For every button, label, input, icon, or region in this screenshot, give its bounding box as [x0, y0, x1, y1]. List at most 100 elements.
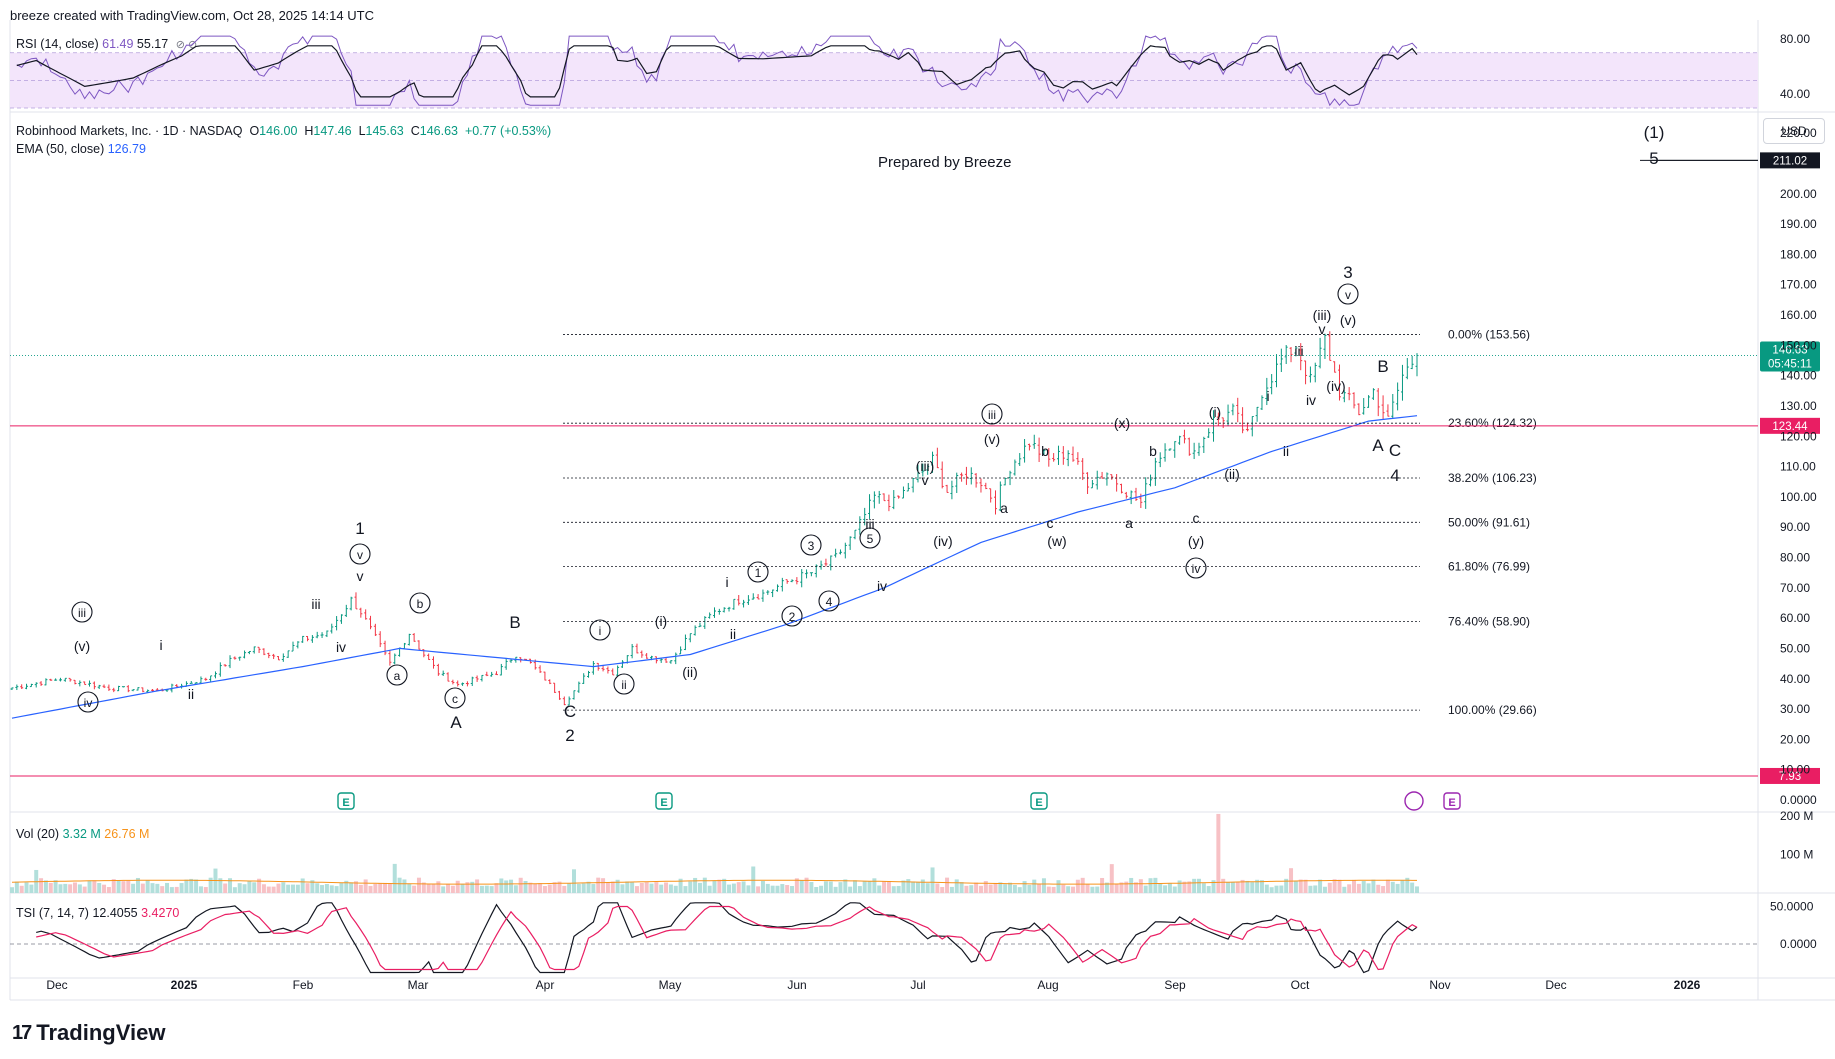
wave-label: C	[1389, 441, 1401, 460]
wave-label-circle-icon	[77, 691, 99, 713]
volume-ma-line	[11, 879, 1417, 885]
rsi-ma-value: 55.17	[136, 37, 169, 51]
volume-bar	[383, 882, 388, 893]
volume-bar	[1250, 882, 1255, 893]
wave-label: i	[1266, 388, 1269, 404]
tsi-tick-label: 50.0000	[1770, 900, 1814, 914]
volume-bar	[131, 883, 136, 893]
volume-bar	[751, 866, 756, 893]
volume-bar	[106, 887, 111, 893]
volume-bar	[1206, 886, 1211, 893]
ema-value: 126.79	[107, 142, 146, 156]
volume-bar	[1017, 887, 1022, 893]
time-tick-label: Apr	[536, 978, 555, 992]
wave-label: (w)	[1047, 533, 1066, 549]
volume-bar	[19, 885, 24, 893]
volume-bar	[1129, 877, 1134, 893]
volume-bar	[1259, 880, 1264, 893]
volume-bar	[659, 884, 664, 893]
ema-label: EMA (50, close)	[16, 142, 105, 156]
volume-bar	[387, 883, 392, 893]
wave-label: a	[1000, 500, 1008, 516]
volume-bar	[160, 886, 165, 893]
volume-bar	[1337, 879, 1342, 893]
volume-bar	[208, 877, 213, 893]
volume-bar	[993, 882, 998, 893]
price-tick-label: 40.00	[1780, 672, 1810, 686]
volume-bar	[954, 879, 959, 893]
volume-bar	[649, 883, 654, 893]
volume-bar	[436, 881, 441, 893]
volume-bar	[697, 882, 702, 893]
wave-label: ii	[1283, 443, 1289, 459]
wave-label-circle-icon	[71, 601, 93, 623]
volume-bar	[1114, 883, 1119, 893]
wave-label: a	[1125, 515, 1133, 531]
price-legend[interactable]: Robinhood Markets, Inc. · 1D · NASDAQ O1…	[16, 124, 552, 138]
volume-bar	[484, 885, 489, 893]
volume-bar	[891, 886, 896, 893]
wave-label: 3	[1343, 263, 1352, 282]
time-tick-label: Oct	[1291, 978, 1310, 992]
volume-bar	[116, 880, 121, 893]
wave-label: 1	[755, 566, 762, 580]
volume-bar	[373, 883, 378, 893]
volume-bar	[1313, 885, 1318, 893]
volume-bar	[1395, 883, 1400, 893]
volume-legend[interactable]: Vol (20) 3.32 M 26.76 M	[16, 827, 149, 841]
volume-bar	[1284, 878, 1289, 893]
volume-bar	[184, 879, 189, 893]
volume-bar	[722, 878, 727, 893]
volume-bar	[363, 879, 368, 893]
wave-label-circle-icon	[1337, 283, 1359, 305]
volume-bar	[664, 882, 669, 893]
wave-label-circle-icon	[981, 403, 1003, 425]
wave-label: v	[1345, 288, 1351, 302]
tsi-legend[interactable]: TSI (7, 14, 7) 12.4055 3.4270	[16, 906, 179, 920]
volume-bar	[489, 886, 494, 893]
volume-bar	[416, 877, 421, 893]
volume-bar	[920, 879, 925, 893]
volume-bar	[174, 886, 179, 893]
price-tag-bg	[1760, 767, 1820, 784]
tradingview-brand[interactable]: 17 TradingView	[12, 1020, 165, 1046]
volume-bar	[1221, 878, 1226, 893]
wave-label: c	[1047, 515, 1054, 531]
volume-bar	[1255, 879, 1260, 893]
volume-bar	[901, 880, 906, 893]
time-tick-label: Jul	[910, 978, 925, 992]
currency-button[interactable]: USD	[1763, 118, 1825, 144]
volume-bar	[833, 886, 838, 893]
rsi-value: 61.49	[102, 37, 134, 51]
wave-label-circle-icon	[747, 561, 769, 583]
volume-bar	[911, 881, 916, 893]
volume-bar	[509, 879, 514, 893]
volume-bar	[639, 882, 644, 893]
volume-bar	[925, 883, 930, 893]
volume-bar	[1187, 881, 1192, 893]
volume-bar	[334, 886, 339, 893]
volume-bar	[300, 878, 305, 893]
volume-bar	[179, 883, 184, 893]
volume-bar	[281, 882, 286, 893]
wave-label: A	[450, 713, 462, 732]
wave-label: 4	[1390, 466, 1399, 485]
volume-bar	[896, 885, 901, 893]
ema-legend[interactable]: EMA (50, close) 126.79	[16, 142, 146, 156]
rsi-legend[interactable]: RSI (14, close) 61.49 55.17 ⊘ ⊘	[16, 37, 197, 51]
volume-bar	[53, 880, 58, 893]
volume-bar	[533, 883, 538, 893]
volume-bar	[1201, 883, 1206, 893]
volume-bar	[392, 863, 397, 893]
volume-bar	[1235, 882, 1240, 893]
volume-bar	[542, 886, 547, 893]
volume-bar	[145, 880, 150, 893]
volume-bar	[823, 881, 828, 893]
rsi-label: RSI (14, close)	[16, 37, 99, 51]
volume-bar	[596, 877, 601, 893]
volume-bar	[1274, 885, 1279, 893]
volume-bar	[1390, 881, 1395, 893]
price-tick-label: 180.00	[1780, 247, 1817, 261]
volume-bar	[344, 880, 349, 893]
